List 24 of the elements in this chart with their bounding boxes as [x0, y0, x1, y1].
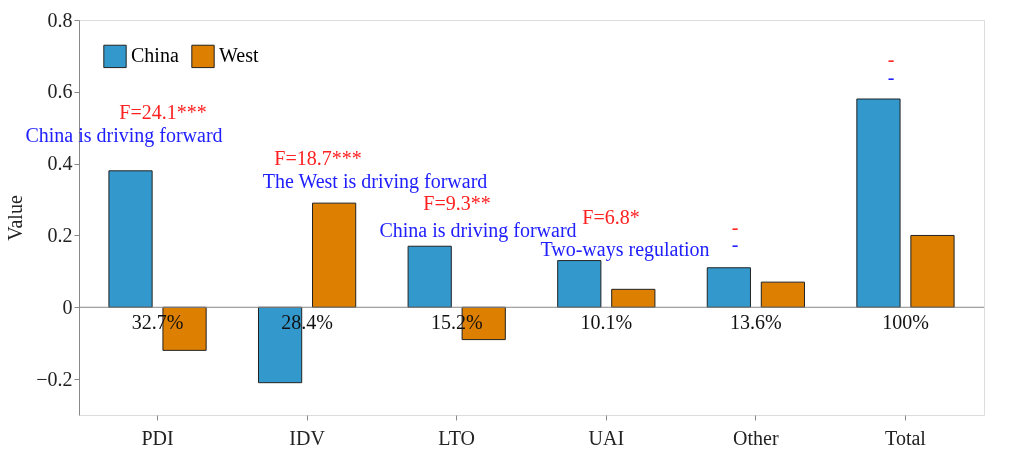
annotation: F=9.3** [423, 192, 491, 215]
legend-label: West [219, 44, 259, 67]
annotation: China is driving forward [25, 124, 223, 148]
legend-label: China [131, 44, 179, 67]
x-tick-label: UAI [588, 426, 625, 449]
y-tick-label: 0.4 [47, 152, 73, 175]
y-axis-title: Value [4, 195, 27, 241]
x-tick-label: IDV [289, 426, 326, 449]
y-tick-label: −0.2 [36, 367, 73, 390]
y-tick-label: 0.6 [47, 80, 73, 103]
y-tick-label: 0 [62, 295, 73, 318]
annotation: 100% [882, 311, 929, 334]
annotation: F=6.8* [582, 205, 640, 228]
x-tick-label: Total [885, 426, 927, 449]
y-tick-label: 0.2 [47, 223, 73, 246]
annotation: 13.6% [730, 311, 782, 334]
x-tick-label: Other [733, 426, 779, 449]
y-tick-label: 0.8 [47, 8, 73, 31]
annotation: 10.1% [580, 311, 633, 334]
annotation: F=24.1*** [119, 100, 207, 123]
x-tick-label: LTO [438, 426, 476, 449]
x-tick-label: PDI [141, 426, 174, 449]
annotation: F=18.7*** [274, 147, 362, 170]
annotation: The West is driving forward [262, 169, 488, 193]
